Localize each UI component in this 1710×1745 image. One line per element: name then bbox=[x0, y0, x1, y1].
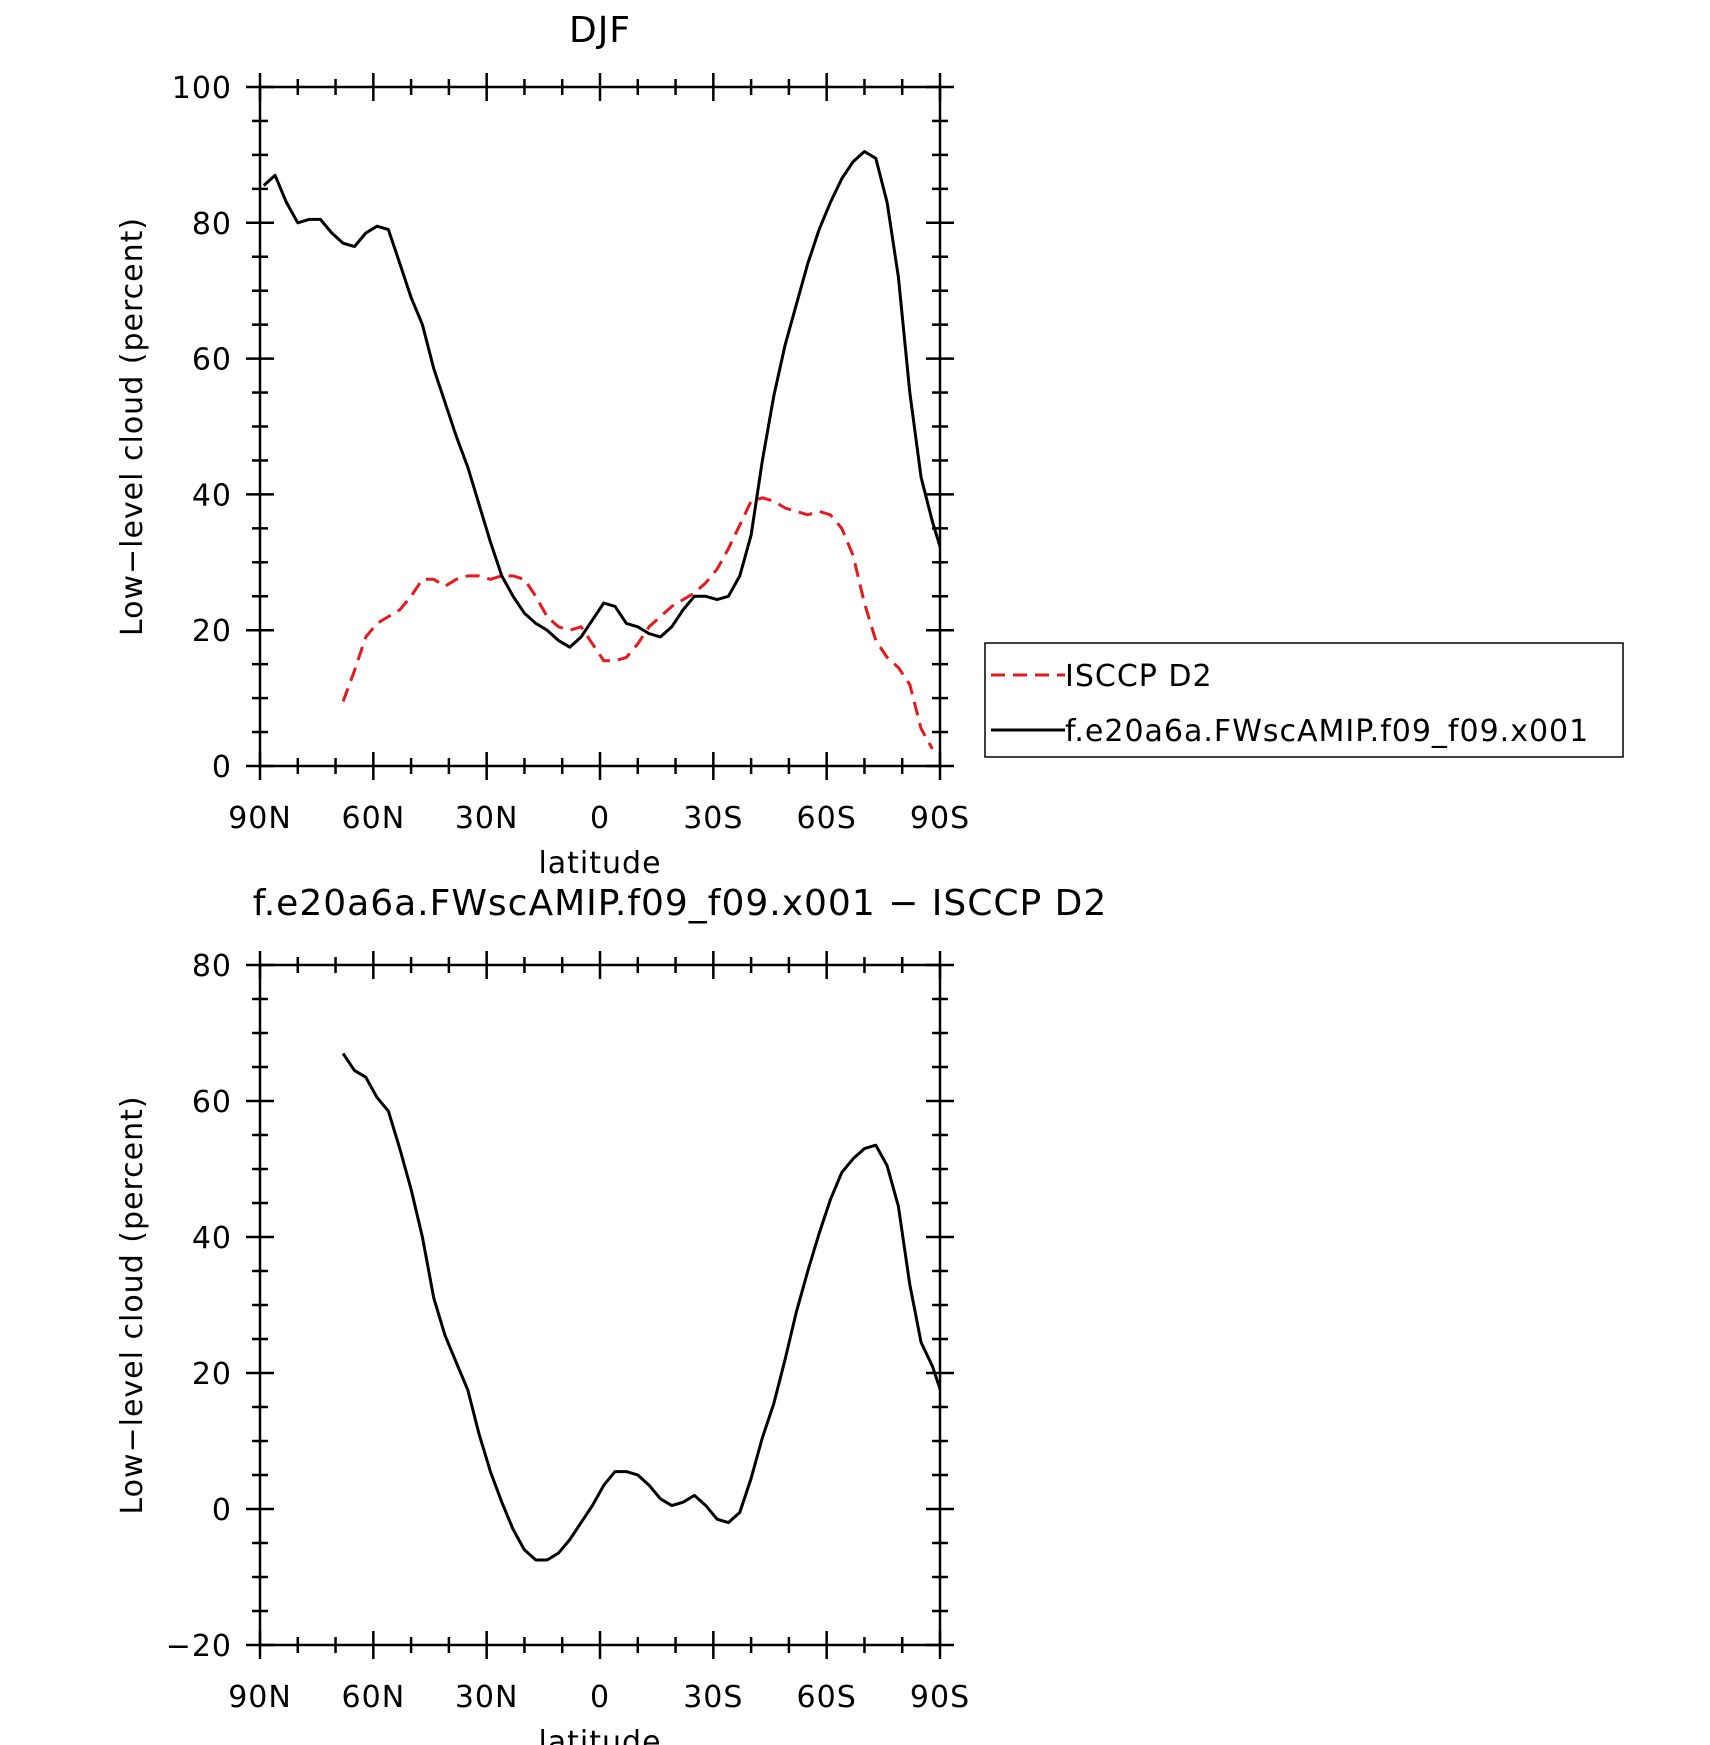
x-tick-label: 90N bbox=[228, 1680, 292, 1715]
series-line-0 bbox=[341, 496, 934, 750]
y-tick-label: 80 bbox=[192, 207, 232, 242]
x-axis-label: latitude bbox=[538, 846, 661, 881]
y-tick-label: 20 bbox=[192, 1357, 232, 1392]
top-panel: DJF Low−level cloud (percent) latitude 90N 6… bbox=[115, 10, 1624, 881]
legend-label-0: ISCCP D2 bbox=[1065, 659, 1213, 694]
y-tick-label: 20 bbox=[192, 614, 232, 649]
x-tick-label: 90S bbox=[910, 801, 970, 836]
x-tick-label: 90N bbox=[228, 801, 292, 836]
legend-label-1: f.e20a6a.FWscAMIP.f09_f09.x001 bbox=[1065, 714, 1589, 749]
x-tick-label: 30S bbox=[683, 801, 743, 836]
x-tick-label: 60N bbox=[342, 1680, 406, 1715]
legend-box bbox=[984, 642, 1624, 758]
x-tick-label: 60S bbox=[797, 801, 857, 836]
y-tick-label: 0 bbox=[212, 750, 232, 785]
x-axis-label: latitude bbox=[538, 1725, 661, 1745]
x-tick-label: 0 bbox=[590, 1680, 610, 1715]
x-tick-label: 30S bbox=[683, 1680, 743, 1715]
y-tick-label: 40 bbox=[192, 1221, 232, 1256]
y-tick-label: −20 bbox=[166, 1629, 232, 1664]
y-tick-label: 60 bbox=[192, 1085, 232, 1120]
y-tick-label: 100 bbox=[172, 71, 232, 106]
plot-frame bbox=[258, 85, 942, 768]
series-line-0 bbox=[341, 1052, 940, 1562]
y-tick-label: 0 bbox=[212, 1493, 232, 1528]
series-group bbox=[262, 150, 940, 750]
x-tick-label: 30N bbox=[455, 1680, 519, 1715]
series-line-1 bbox=[262, 150, 940, 649]
y-axis-label: Low−level cloud (percent) bbox=[115, 1095, 150, 1514]
x-tick-label: 60S bbox=[797, 1680, 857, 1715]
x-tick-label: 30N bbox=[455, 801, 519, 836]
y-tick-label: 60 bbox=[192, 343, 232, 378]
y-tick-label: 40 bbox=[192, 478, 232, 513]
y-tick-label: 80 bbox=[192, 949, 232, 984]
bottom-panel: f.e20a6a.FWscAMIP.f09_f09.x001 − ISCCP D… bbox=[115, 883, 1108, 1745]
x-tick-label: 60N bbox=[342, 801, 406, 836]
chart-title: DJF bbox=[569, 10, 631, 51]
chart-title: f.e20a6a.FWscAMIP.f09_f09.x001 − ISCCP D… bbox=[253, 883, 1108, 924]
x-tick-label: 90S bbox=[910, 1680, 970, 1715]
x-tick-label: 0 bbox=[590, 801, 610, 836]
y-axis-label: Low−level cloud (percent) bbox=[115, 217, 150, 636]
plot-frame bbox=[258, 963, 942, 1647]
series-group bbox=[341, 1052, 940, 1562]
